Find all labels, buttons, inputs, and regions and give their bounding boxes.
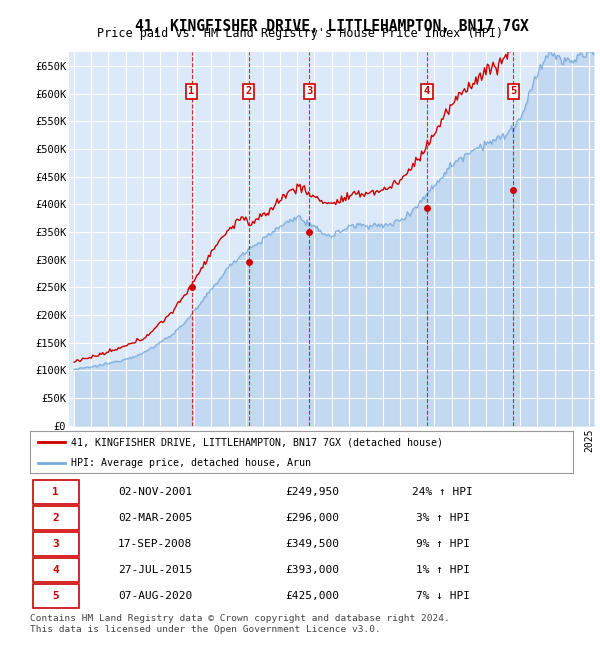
Text: 4: 4 xyxy=(424,86,430,96)
Text: £349,500: £349,500 xyxy=(286,539,340,549)
Text: 02-MAR-2005: 02-MAR-2005 xyxy=(118,513,192,523)
Text: 3% ↑ HPI: 3% ↑ HPI xyxy=(416,513,470,523)
Text: 07-AUG-2020: 07-AUG-2020 xyxy=(118,591,192,601)
FancyBboxPatch shape xyxy=(33,506,79,530)
Text: £249,950: £249,950 xyxy=(286,487,340,497)
Text: 2: 2 xyxy=(245,86,252,96)
Text: 41, KINGFISHER DRIVE, LITTLEHAMPTON, BN17 7GX (detached house): 41, KINGFISHER DRIVE, LITTLEHAMPTON, BN1… xyxy=(71,437,443,447)
Text: 5: 5 xyxy=(510,86,517,96)
FancyBboxPatch shape xyxy=(33,480,79,504)
Text: HPI: Average price, detached house, Arun: HPI: Average price, detached house, Arun xyxy=(71,458,311,467)
Text: 4: 4 xyxy=(52,565,59,575)
Text: 27-JUL-2015: 27-JUL-2015 xyxy=(118,565,192,575)
FancyBboxPatch shape xyxy=(33,532,79,556)
Text: £296,000: £296,000 xyxy=(286,513,340,523)
Text: 1: 1 xyxy=(52,487,59,497)
Title: 41, KINGFISHER DRIVE, LITTLEHAMPTON, BN17 7GX: 41, KINGFISHER DRIVE, LITTLEHAMPTON, BN1… xyxy=(134,19,529,34)
Text: 1% ↑ HPI: 1% ↑ HPI xyxy=(416,565,470,575)
Text: 1: 1 xyxy=(188,86,194,96)
FancyBboxPatch shape xyxy=(33,584,79,608)
Text: 17-SEP-2008: 17-SEP-2008 xyxy=(118,539,192,549)
Text: 2: 2 xyxy=(52,513,59,523)
Text: 3: 3 xyxy=(306,86,313,96)
Text: 24% ↑ HPI: 24% ↑ HPI xyxy=(412,487,473,497)
Text: 9% ↑ HPI: 9% ↑ HPI xyxy=(416,539,470,549)
Text: £425,000: £425,000 xyxy=(286,591,340,601)
Text: £393,000: £393,000 xyxy=(286,565,340,575)
Text: 5: 5 xyxy=(52,591,59,601)
Text: 7% ↓ HPI: 7% ↓ HPI xyxy=(416,591,470,601)
FancyBboxPatch shape xyxy=(33,558,79,582)
Text: Price paid vs. HM Land Registry's House Price Index (HPI): Price paid vs. HM Land Registry's House … xyxy=(97,27,503,40)
Text: 3: 3 xyxy=(52,539,59,549)
Text: Contains HM Land Registry data © Crown copyright and database right 2024.
This d: Contains HM Land Registry data © Crown c… xyxy=(30,614,450,634)
Text: 02-NOV-2001: 02-NOV-2001 xyxy=(118,487,192,497)
